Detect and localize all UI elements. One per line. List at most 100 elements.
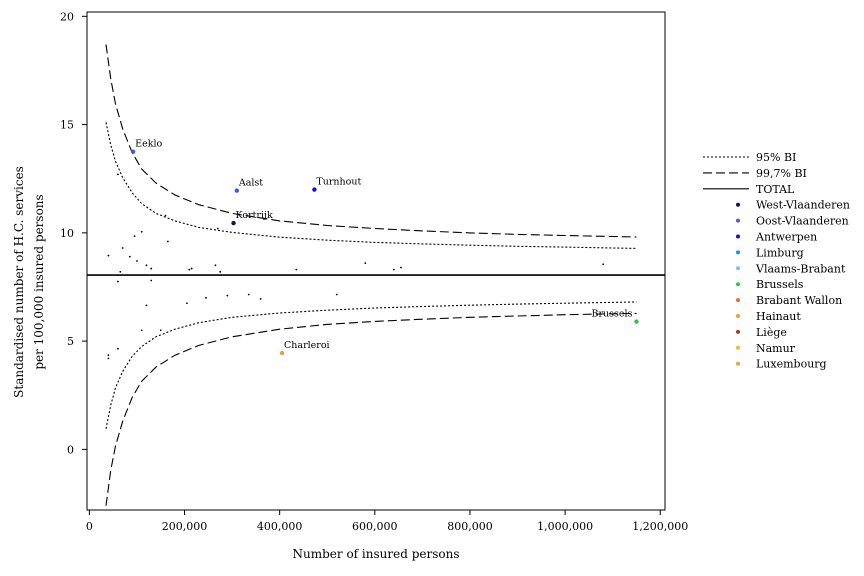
data-point	[205, 296, 207, 299]
data-point	[364, 262, 367, 265]
x-axis: 0 200,000 400,000 600,000 800,000 1,000,000 1,…	[86, 510, 688, 533]
legend: 95% BI 99,7% BI TOTAL West-Vlaanderen Oost-V…	[703, 151, 850, 371]
confidence-limits	[105, 44, 637, 506]
lower-997-limit-line	[105, 312, 637, 506]
point-label: Brussels	[592, 309, 633, 320]
point-label: Charleroi	[284, 340, 330, 351]
legend-label: Luxembourg	[756, 358, 827, 371]
data-point	[117, 173, 119, 176]
data-point	[117, 280, 119, 283]
x-axis-title: Number of insured persons	[293, 547, 460, 561]
point-label: Turnhout	[316, 177, 361, 188]
data-point	[145, 304, 148, 307]
data-point	[214, 264, 217, 267]
legend-dot-swatch	[736, 282, 740, 287]
point-label: Kortrijk	[236, 210, 273, 221]
point-label: Aalst	[238, 178, 263, 189]
data-point	[216, 227, 219, 230]
labeled-data-point	[634, 319, 639, 324]
legend-item: Limburg	[736, 246, 804, 259]
data-point	[107, 254, 110, 257]
data-points: Eeklo Aalst Turnhout Kortrijk Charleroi Bruss…	[107, 139, 639, 360]
legend-item: Luxembourg	[736, 358, 827, 371]
legend-label: 99,7% BI	[756, 167, 807, 180]
x-tick-label: 600,000	[352, 520, 398, 533]
legend-dot-swatch	[736, 329, 740, 334]
legend-label: Hainaut	[756, 310, 801, 323]
y-axis: 0 5 10 15 20	[60, 10, 87, 456]
data-point	[128, 255, 131, 258]
legend-label: 95% BI	[756, 151, 796, 164]
upper-95-limit-line	[105, 122, 637, 249]
data-point	[188, 268, 191, 271]
legend-label: Brabant Wallon	[756, 294, 842, 307]
labeled-data-point	[231, 220, 236, 226]
legend-item: Brussels	[736, 278, 804, 291]
data-point	[295, 268, 298, 271]
data-point	[133, 235, 136, 238]
upper-997-limit-line	[105, 44, 637, 238]
legend-item: Hainaut	[736, 310, 801, 323]
x-tick-label: 0	[86, 520, 93, 533]
legend-item: TOTAL	[703, 183, 795, 196]
legend-item: Vlaams-Brabant	[736, 262, 846, 275]
y-axis-title-line-1: Standardised number of H.C. services	[12, 166, 26, 398]
y-tick-label: 0	[67, 443, 74, 456]
legend-item: West-Vlaanderen	[736, 199, 850, 212]
x-tick-label: 200,000	[162, 520, 208, 533]
labeled-data-point	[312, 187, 317, 192]
data-point	[166, 240, 169, 243]
labeled-data-point	[279, 350, 285, 356]
legend-label: Limburg	[756, 246, 804, 259]
legend-dot-swatch	[736, 250, 740, 255]
legend-label: Vlaams-Brabant	[755, 262, 846, 275]
point-label: Eeklo	[135, 139, 162, 150]
y-tick-label: 10	[60, 227, 74, 240]
data-point	[136, 260, 138, 262]
data-point	[259, 297, 262, 300]
legend-item: Namur	[736, 342, 796, 355]
data-point	[119, 270, 122, 273]
data-point	[190, 267, 193, 270]
data-point	[226, 294, 229, 297]
data-point	[159, 329, 162, 332]
legend-dot-swatch	[736, 345, 740, 350]
x-tick-label: 1,200,000	[632, 520, 688, 533]
legend-dot-swatch	[736, 266, 740, 271]
legend-dot-swatch	[736, 202, 740, 207]
legend-item: 95% BI	[703, 151, 796, 164]
data-point	[150, 279, 153, 282]
legend-dot-swatch	[736, 234, 740, 239]
data-point	[186, 302, 188, 305]
data-point	[150, 267, 153, 270]
y-axis-title-line-2: per 100,000 insured persons	[32, 194, 46, 369]
data-point	[140, 230, 143, 233]
x-tick-label: 800,000	[447, 520, 493, 533]
data-point	[335, 293, 338, 296]
data-point	[392, 268, 395, 271]
legend-item: Antwerpen	[736, 231, 817, 244]
data-point	[107, 357, 110, 360]
data-point	[140, 329, 143, 332]
data-point	[145, 264, 148, 267]
legend-label: Liège	[756, 326, 787, 339]
legend-item: Brabant Wallon	[736, 294, 842, 307]
labeled-data-point	[130, 149, 136, 154]
y-tick-label: 20	[60, 10, 74, 23]
legend-label: TOTAL	[756, 183, 795, 196]
data-point	[219, 270, 222, 273]
data-point	[164, 214, 167, 217]
data-point	[107, 354, 110, 357]
legend-label: Namur	[756, 342, 796, 355]
plot-frame	[86, 11, 666, 511]
legend-dot-swatch	[736, 314, 740, 318]
data-point	[247, 293, 250, 296]
x-tick-label: 400,000	[257, 520, 303, 533]
legend-label: Brussels	[756, 278, 804, 291]
legend-label: Antwerpen	[755, 231, 817, 244]
legend-item: Oost-Vlaanderen	[736, 215, 849, 228]
labeled-data-point	[234, 188, 240, 193]
legend-dot-swatch	[736, 218, 740, 223]
legend-dot-swatch	[736, 298, 740, 303]
